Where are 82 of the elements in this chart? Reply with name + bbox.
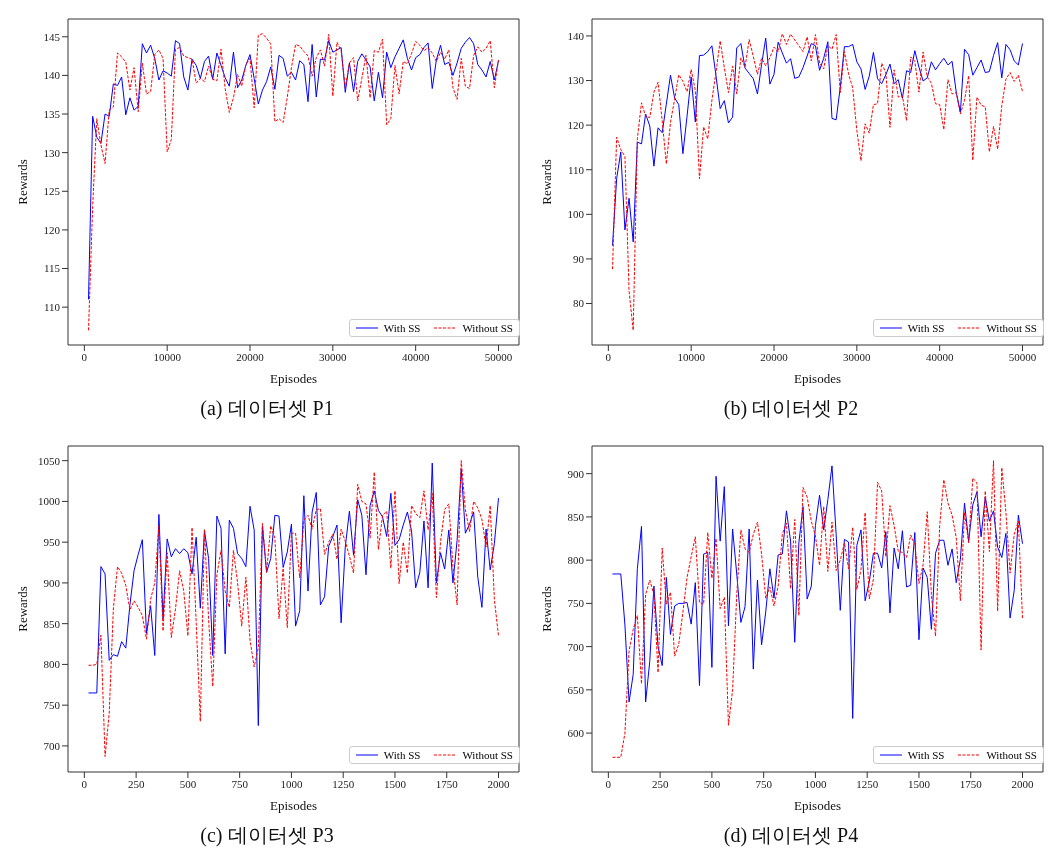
- y-tick-label: 950: [43, 536, 61, 549]
- y-axis-title: Rewards: [538, 159, 554, 205]
- x-tick-label: 10000: [677, 350, 706, 363]
- x-axis-title: Episodes: [270, 371, 317, 386]
- y-tick-label: 110: [43, 301, 61, 314]
- x-tick-label: 40000: [925, 350, 954, 363]
- x-tick-label: 30000: [843, 350, 872, 363]
- y-tick-label: 750: [567, 597, 585, 610]
- x-tick-label: 250: [127, 777, 145, 790]
- x-tick-label: 250: [651, 777, 669, 790]
- x-tick-label: 750: [231, 777, 249, 790]
- y-tick-label: 900: [567, 467, 585, 480]
- x-tick-label: 500: [703, 777, 721, 790]
- x-tick-label: 1500: [907, 777, 931, 790]
- y-tick-label: 135: [43, 107, 61, 120]
- y-tick-label: 90: [573, 252, 585, 265]
- x-tick-label: 50000: [1008, 350, 1037, 363]
- x-axis-title: Episodes: [794, 371, 841, 386]
- y-tick-label: 1050: [38, 454, 61, 467]
- x-tick-label: 1750: [435, 777, 459, 790]
- x-tick-label: 1750: [959, 777, 983, 790]
- y-tick-label: 145: [43, 30, 61, 43]
- y-tick-label: 100: [567, 208, 585, 221]
- legend-label: Without SS: [986, 322, 1037, 334]
- x-tick-label: 0: [81, 777, 88, 790]
- legend-label: With SS: [907, 749, 945, 761]
- x-tick-label: 1500: [383, 777, 407, 790]
- legend-label: With SS: [383, 749, 421, 761]
- line-series: [612, 33, 1023, 331]
- y-tick-label: 125: [43, 185, 61, 198]
- y-tick-label: 850: [43, 617, 61, 630]
- legend-label: Without SS: [462, 322, 513, 334]
- x-tick-label: 10000: [153, 350, 182, 363]
- y-tick-label: 115: [43, 262, 61, 275]
- x-axis-title: Episodes: [270, 798, 317, 813]
- text: (b) 데이터셋 P2: [722, 396, 860, 422]
- y-tick-label: 140: [43, 69, 61, 82]
- x-tick-label: 20000: [236, 350, 265, 363]
- y-tick-label: 130: [567, 74, 585, 87]
- y-tick-label: 800: [567, 554, 585, 567]
- y-tick-label: 600: [567, 726, 585, 739]
- x-tick-label: 2000: [487, 777, 510, 790]
- y-tick-label: 110: [567, 163, 585, 176]
- x-tick-label: 500: [179, 777, 197, 790]
- y-axis-title: Rewards: [538, 586, 554, 632]
- y-tick-label: 650: [567, 683, 585, 696]
- x-tick-label: 1250: [856, 777, 879, 790]
- x-tick-label: 0: [605, 777, 612, 790]
- y-tick-label: 130: [43, 146, 61, 159]
- y-axis-title: Rewards: [14, 159, 30, 205]
- x-tick-label: 1000: [804, 777, 827, 790]
- y-tick-label: 800: [43, 658, 61, 671]
- text: (c) 데이터셋 P3: [199, 823, 335, 849]
- x-tick-label: 750: [755, 777, 773, 790]
- x-tick-label: 50000: [484, 350, 513, 363]
- legend-label: With SS: [383, 322, 421, 334]
- x-tick-label: 1250: [332, 777, 355, 790]
- x-tick-label: 40000: [401, 350, 430, 363]
- x-tick-label: 2000: [1011, 777, 1034, 790]
- y-tick-label: 80: [573, 297, 585, 310]
- y-tick-label: 900: [43, 576, 61, 589]
- y-tick-label: 1000: [38, 495, 61, 508]
- y-tick-label: 750: [43, 699, 61, 712]
- x-tick-label: 0: [81, 350, 88, 363]
- x-tick-label: 20000: [760, 350, 789, 363]
- line-series: [612, 37, 1023, 247]
- y-tick-label: 850: [567, 510, 585, 523]
- legend-label: Without SS: [462, 749, 513, 761]
- y-tick-label: 140: [567, 29, 585, 42]
- y-axis-title: Rewards: [14, 586, 30, 632]
- legend-label: With SS: [907, 322, 945, 334]
- y-tick-label: 120: [567, 119, 585, 132]
- y-tick-label: 700: [43, 739, 61, 752]
- x-tick-label: 0: [605, 350, 612, 363]
- x-tick-label: 30000: [319, 350, 348, 363]
- text: (d) 데이터셋 P4: [722, 823, 860, 849]
- y-tick-label: 700: [567, 640, 585, 653]
- text: (a) 데이터셋 P1: [199, 396, 335, 422]
- legend-label: Without SS: [986, 749, 1037, 761]
- x-axis-title: Episodes: [794, 798, 841, 813]
- y-tick-label: 120: [43, 223, 61, 236]
- x-tick-label: 1000: [280, 777, 303, 790]
